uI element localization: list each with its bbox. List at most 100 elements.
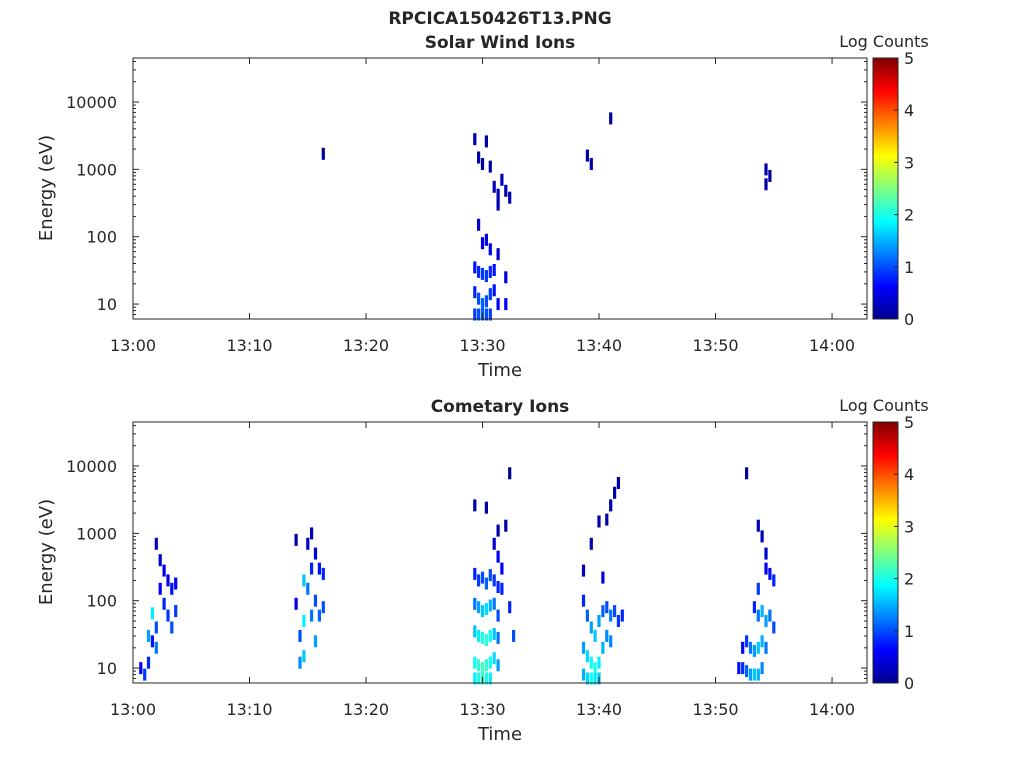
heatmap-cell: [321, 567, 325, 580]
heatmap-cell: [477, 629, 481, 642]
x-axis-ticks: 13:00 13:10 13:20 13:30 13:40 13:50 14:00: [110, 422, 855, 719]
x-tick-label: 13:40: [576, 336, 622, 355]
heatmap-cell: [508, 601, 512, 614]
colorbar-tick-label: 1: [904, 622, 914, 641]
heatmap-cell: [601, 571, 605, 584]
heatmap-cell: [504, 184, 508, 197]
y-tick-label: 10: [97, 659, 117, 678]
heatmap-cell: [139, 662, 143, 675]
heatmap-cell: [484, 135, 488, 148]
heatmap-cell: [492, 284, 496, 297]
y-axis-ticks: 10 100 1000 10000: [66, 60, 867, 320]
heatmap-cell: [613, 486, 617, 499]
heatmap-cell: [760, 605, 764, 618]
heatmap-cell: [473, 286, 477, 299]
heatmap-cell: [313, 594, 318, 607]
heatmap-cell: [496, 659, 500, 672]
x-tick-label: 13:50: [692, 700, 738, 719]
x-tick-label: 13:30: [459, 700, 505, 719]
heatmap-cell: [609, 635, 613, 648]
heatmap-cell: [321, 601, 325, 614]
heatmap-cell: [609, 499, 613, 512]
heatmap-cell: [473, 672, 477, 685]
heatmap-cell: [317, 562, 321, 575]
heatmap-cell: [768, 567, 772, 580]
y-tick-label: 100: [86, 592, 117, 611]
x-axis-ticks: 13:00 13:10 13:20 13:30 13:40 13:50 14:00: [110, 58, 855, 355]
heatmap-cell: [756, 582, 760, 595]
heatmap-cell: [492, 652, 496, 665]
colorbar: [872, 421, 899, 684]
heatmap-cell: [473, 261, 477, 274]
heatmap-cell: [321, 147, 325, 160]
heatmap-cell: [484, 603, 488, 616]
y-tick-label: 1000: [76, 524, 117, 543]
x-axis-label: Time: [477, 360, 522, 381]
heatmap-cell: [473, 308, 477, 321]
heatmap-cell: [605, 601, 609, 614]
heatmap-cell: [504, 519, 508, 532]
heatmap-cell: [764, 615, 768, 627]
heatmap-cell: [477, 574, 481, 587]
heatmap-cell: [752, 601, 756, 614]
heatmap-cell: [162, 597, 166, 610]
heatmap-cell: [585, 149, 589, 162]
heatmap-cell: [496, 550, 500, 563]
colorbar-ticks: 0 1 2 3 4 5: [894, 49, 914, 329]
heatmap-cell: [473, 597, 477, 610]
heatmap-cell: [752, 668, 756, 681]
heatmap-cell: [585, 650, 589, 663]
heatmap-cells: [139, 467, 776, 685]
colorbar-tick-label: 0: [904, 674, 914, 693]
heatmap-cell: [745, 467, 749, 480]
heatmap-cell: [745, 635, 749, 648]
colorbar-label: Log Counts: [839, 32, 929, 51]
heatmap-cell: [154, 621, 158, 634]
heatmap-cell: [473, 625, 477, 638]
heatmap-cell: [613, 605, 617, 618]
heatmap-cell: [620, 609, 624, 622]
heatmap-cell: [174, 577, 178, 590]
heatmap-cell: [480, 237, 485, 250]
heatmap-cell: [768, 169, 772, 182]
heatmap-cell: [593, 662, 597, 675]
heatmap-cell: [473, 499, 477, 512]
heatmap-cell: [298, 629, 302, 642]
x-tick-label: 13:10: [226, 700, 272, 719]
heatmap-cell: [601, 641, 605, 654]
heatmap-cell: [756, 519, 760, 532]
plot-frame: [132, 421, 868, 684]
heatmap-cell: [589, 537, 593, 550]
heatmap-cell: [589, 656, 593, 669]
heatmap-cell: [593, 629, 597, 642]
heatmap-cell: [488, 160, 492, 173]
heatmap-cell: [609, 609, 613, 622]
y-axis-label: Energy (eV): [36, 135, 57, 241]
heatmap-cell: [764, 163, 768, 176]
heatmap-cell: [484, 501, 488, 514]
heatmap-cell: [484, 295, 488, 308]
x-tick-label: 14:00: [809, 336, 855, 355]
heatmap-cell: [143, 668, 147, 681]
heatmap-cell: [496, 188, 500, 201]
heatmap-cell: [302, 650, 306, 663]
colorbar-tick-label: 2: [904, 570, 914, 589]
heatmap-cell: [166, 609, 170, 622]
heatmap-cell: [484, 308, 488, 321]
heatmap-cell: [317, 609, 321, 622]
heatmap-cell: [760, 530, 764, 543]
heatmap-cell: [496, 581, 500, 593]
heatmap-cell: [756, 641, 760, 654]
colorbar-tick-label: 2: [904, 206, 914, 225]
heatmap-cell: [306, 537, 310, 550]
heatmap-cell: [480, 662, 485, 675]
heatmap-cell: [484, 672, 488, 685]
panel-title: Solar Wind Ions: [425, 33, 576, 53]
x-tick-label: 13:00: [110, 700, 156, 719]
heatmap-cell: [504, 271, 508, 284]
heatmap-cell: [760, 635, 764, 648]
heatmap-cell: [298, 656, 302, 669]
heatmap-cell: [488, 629, 492, 642]
y-axis-ticks: 10 100 1000 10000: [66, 424, 867, 684]
cometary-panel: Cometary Ions Log Counts 13:00 13:10 13:20…: [36, 396, 929, 745]
